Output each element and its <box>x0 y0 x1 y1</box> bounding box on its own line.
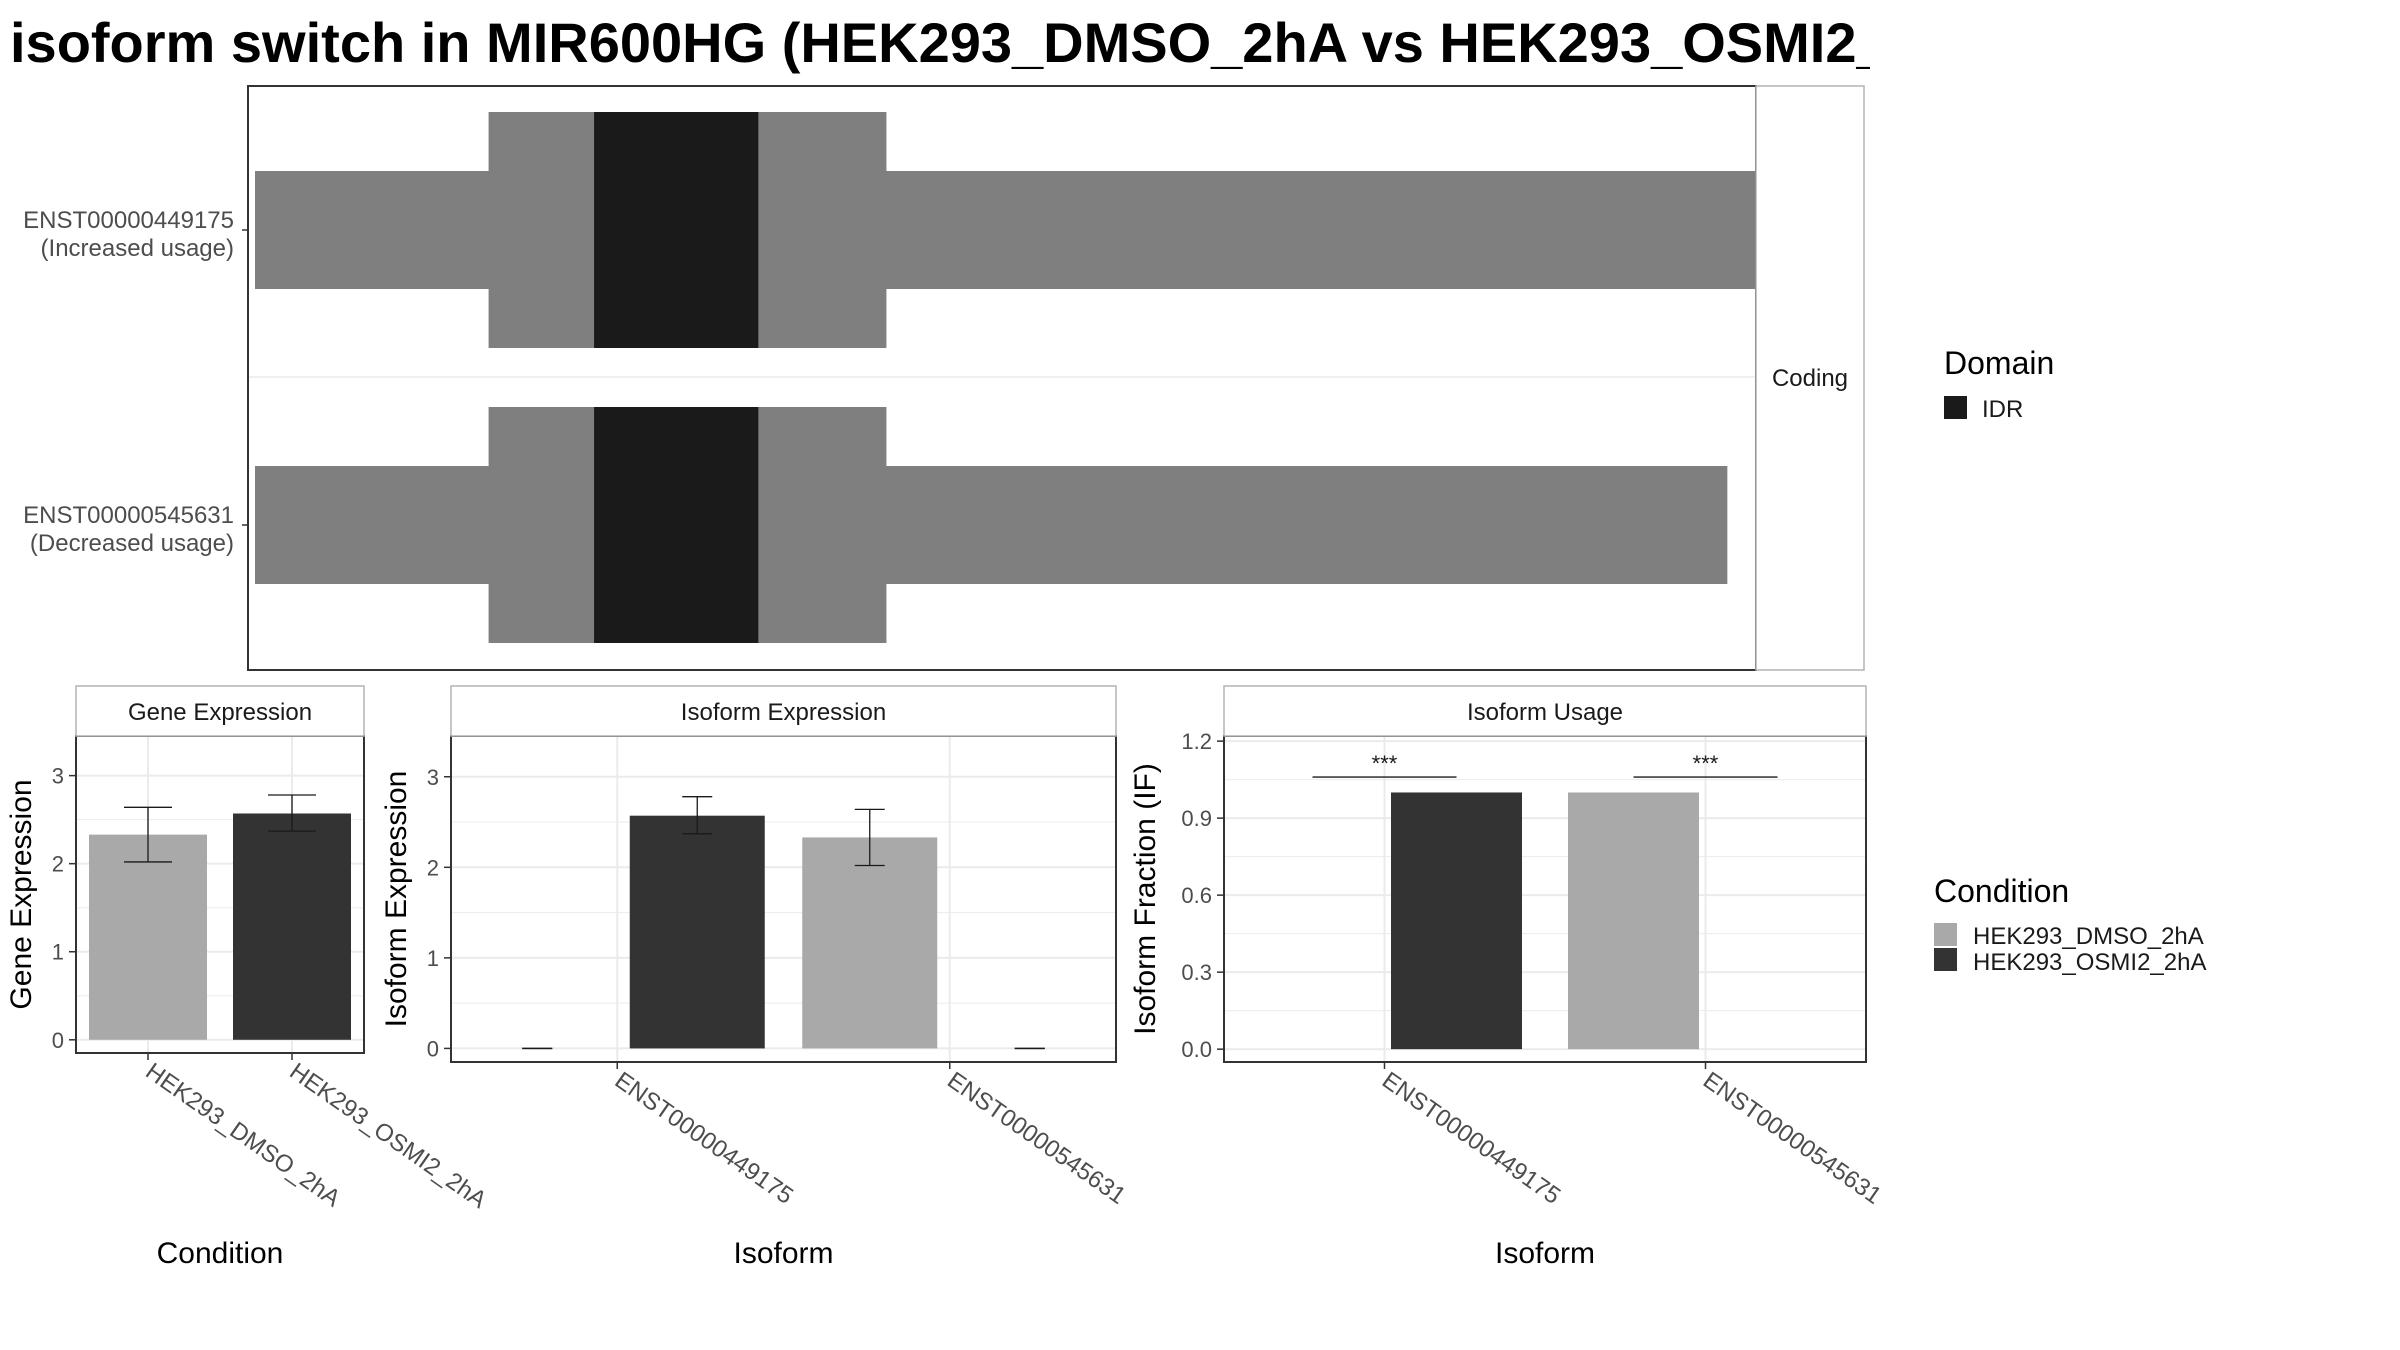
isoform-expression-y-tick-label: 1 <box>427 946 439 971</box>
gene-expression-errorbar-HEK293_OSMI2_2hA-osmi2 <box>268 794 316 832</box>
exon-bar-ENST00000545631 <box>255 466 1728 584</box>
isoform-expression-y-tick-label: 2 <box>427 855 439 880</box>
isoform-usage-strip <box>1223 685 1867 737</box>
coding-facet-label: Coding <box>1772 365 1848 392</box>
isoform-usage-y-tick-label: 0.9 <box>1181 806 1212 831</box>
domain-legend-title: Domain <box>1944 345 2054 381</box>
isoform-usage-panel: *** *** Isoform Usage 0.0 0.3 0.6 0.9 1.2 ENST00… <box>1129 685 1886 1270</box>
gene-expression-errorbar-HEK293_DMSO_2hA-dmso <box>124 806 172 863</box>
isoform-usage-bar-ENST00000545631-dmso <box>1568 792 1699 1050</box>
gene-expression-strip <box>75 685 365 737</box>
condition-legend-key-dmso <box>1934 923 1957 946</box>
isoform-usage-bar-ENST00000449175-osmi2 <box>1391 792 1522 1050</box>
isoform-expression-x-tick-label-ENST00000449175: ENST00000449175 <box>610 1067 798 1210</box>
isoform-label-ENST00000449175: ENST00000449175 <box>23 207 234 234</box>
isoform-expression-x-tick-label-ENST00000545631: ENST00000545631 <box>942 1067 1130 1210</box>
isoform-status-ENST00000449175: (Increased usage) <box>41 235 234 262</box>
gene-expression-bar-HEK293_DMSO_2hA-dmso <box>89 834 207 1040</box>
gene-expression-x-axis-title: Condition <box>157 1237 284 1270</box>
isoform-status-ENST00000545631: (Decreased usage) <box>30 530 234 557</box>
gene-expression-y-tick-label: 3 <box>52 764 64 789</box>
isoform-expression-strip-label: Isoform Expression <box>681 699 886 726</box>
isoform-usage-significance-label-ENST00000449175: *** <box>1372 751 1398 776</box>
isoform-expression-y-tick-label: 0 <box>427 1036 439 1061</box>
condition-legend-key-osmi2 <box>1934 948 1957 971</box>
isoform-expression-bar-ENST00000449175-osmi2 <box>629 815 765 1049</box>
condition-legend-label-dmso: HEK293_DMSO_2hA <box>1973 923 2204 950</box>
isoform-expression-x-axis-title: Isoform <box>733 1237 833 1270</box>
gene-expression-y-tick-label: 0 <box>52 1028 64 1053</box>
isoform-usage-significance-label-ENST00000545631: *** <box>1693 751 1719 776</box>
isoform-usage-strip-label: Isoform Usage <box>1467 699 1623 726</box>
isoform-expression-panel: Isoform Expression 0 1 2 3 ENST00000449175 ENS… <box>380 685 1131 1270</box>
isoform-usage-x-tick-label-ENST00000545631: ENST00000545631 <box>1698 1067 1886 1210</box>
isoform-usage-y-axis-title: Isoform Fraction (IF) <box>1129 763 1162 1035</box>
isoform-label-ENST00000545631: ENST00000545631 <box>23 502 234 529</box>
isoform-expression-errorbar-ENST00000449175-osmi2 <box>682 796 713 835</box>
domain-idr-ENST00000545631 <box>594 407 759 643</box>
gene-expression-y-axis-title: Gene Expression <box>5 779 38 1009</box>
isoform-usage-y-tick-label: 0.0 <box>1181 1037 1212 1062</box>
coding-facet-strip <box>1755 85 1865 671</box>
isoform-usage-y-tick-label: 1.2 <box>1181 729 1212 754</box>
gene-expression-strip-label: Gene Expression <box>128 699 312 726</box>
condition-legend-label-osmi2: HEK293_OSMI2_2hA <box>1973 949 2206 976</box>
chart-title: isoform switch in MIR600HG (HEK293_DMSO_… <box>10 11 1870 74</box>
isoform-usage-background <box>1224 736 1866 1062</box>
exon-bar-ENST00000449175 <box>255 171 1762 289</box>
isoform-labels: ENST00000449175(Increased usage) ENST0000… <box>23 207 248 557</box>
gene-structure-panel: Coding ENST00000449175(Increased usage)E… <box>23 85 1865 671</box>
condition-legend-title: Condition <box>1934 873 2069 909</box>
isoform-expression-bar-ENST00000545631-dmso <box>802 837 938 1049</box>
domain-idr-ENST00000449175 <box>594 112 759 348</box>
isoform-expression-background <box>451 736 1116 1062</box>
isoform-usage-y-tick-label: 0.3 <box>1181 960 1212 985</box>
isoform-usage-x-tick-label-ENST00000449175: ENST00000449175 <box>1377 1067 1565 1210</box>
condition-legend: Condition HEK293_DMSO_2hA HEK293_OSMI2_2… <box>1934 873 2206 976</box>
isoform-expression-y-tick-label: 3 <box>427 765 439 790</box>
domain-legend: Domain IDR <box>1944 345 2054 423</box>
isoform-expression-errorbar-ENST00000545631-dmso <box>854 808 885 867</box>
gene-expression-panel: Gene Expression0123HEK293_DMSO_2hAHEK293… <box>5 685 491 1270</box>
gene-expression-y-tick-label: 2 <box>52 852 64 877</box>
gene-structure-marks <box>255 112 1762 643</box>
isoform-usage-x-axis-title: Isoform <box>1495 1237 1595 1270</box>
gene-expression-bar-HEK293_OSMI2_2hA-osmi2 <box>233 813 351 1040</box>
isoform-expression-y-axis-title: Isoform Expression <box>380 771 413 1028</box>
domain-legend-key-idr <box>1944 396 1967 419</box>
isoform-expression-strip <box>450 685 1117 737</box>
domain-legend-label-idr: IDR <box>1982 396 2023 423</box>
gene-expression-y-tick-label: 1 <box>52 940 64 965</box>
isoform-usage-y-tick-label: 0.6 <box>1181 883 1212 908</box>
